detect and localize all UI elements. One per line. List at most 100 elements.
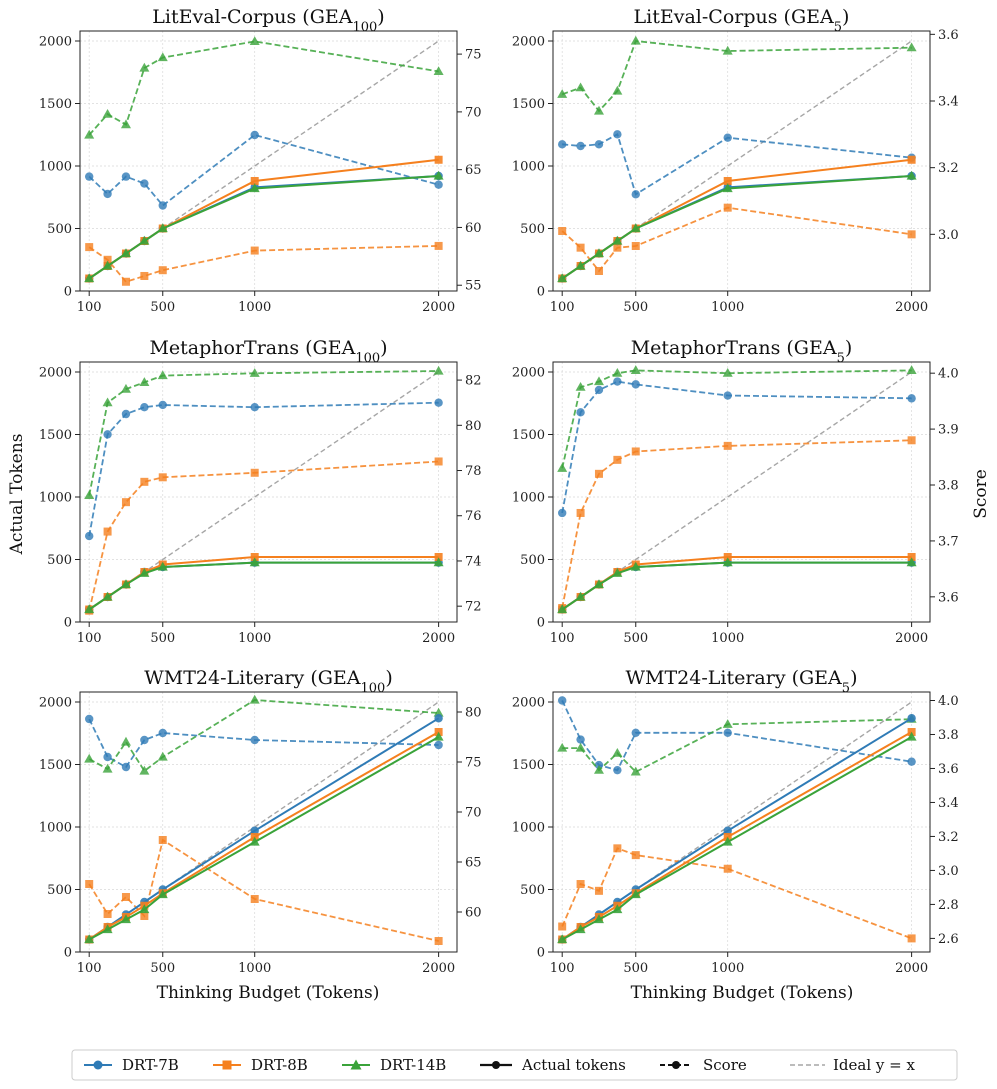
score-point	[723, 391, 732, 400]
ideal-line	[561, 701, 913, 941]
score-point	[103, 430, 112, 439]
score-line	[88, 401, 439, 537]
score-point	[433, 66, 444, 76]
actual-series-drt-7b	[557, 558, 916, 614]
score-point	[250, 468, 259, 477]
chart-title-main: WMT24-Literary (GEA	[626, 667, 843, 689]
y-tick-label-left: 1000	[39, 491, 72, 506]
actual-point	[723, 826, 732, 835]
score-line	[88, 134, 439, 207]
x-tick-label: 100	[550, 961, 575, 976]
score-point	[158, 201, 167, 210]
actual-point	[250, 177, 259, 185]
score-point	[84, 531, 94, 541]
actual-point	[723, 553, 732, 561]
x-tick-label: 1000	[238, 961, 271, 976]
score-series-drt-8b	[85, 241, 443, 286]
y-tick-label-right: 3.6	[938, 762, 959, 777]
score-point	[158, 473, 167, 482]
actual-line	[88, 175, 439, 280]
score-point	[103, 255, 112, 264]
score-point	[630, 365, 641, 374]
score-series-drt-7b	[557, 377, 916, 518]
x-tick-label: 100	[77, 300, 102, 315]
y-tick-label-left: 0	[537, 285, 545, 300]
score-point	[434, 740, 443, 750]
score-point	[575, 82, 586, 92]
score-point	[576, 880, 585, 889]
y-tick-label-right: 3.4	[938, 95, 959, 110]
score-point	[723, 441, 732, 450]
y-tick-label-right: 2.8	[938, 898, 959, 913]
actual-point	[557, 604, 568, 614]
chart-title-main: MetaphorTrans (GEA	[149, 337, 355, 359]
actual-point	[434, 553, 443, 561]
score-point	[140, 477, 149, 486]
y-tick-label-right: 3.9	[938, 423, 959, 438]
score-point	[85, 243, 94, 252]
actual-point	[157, 889, 168, 899]
y-tick-label-right: 2.6	[938, 932, 959, 947]
y-tick-label-right: 80	[465, 419, 482, 434]
score-point	[612, 747, 623, 757]
x-tick-label: 2000	[422, 961, 455, 976]
chart-panel-6: 100 500 1000 2000 0 500 1000 1500 2000 2.6 2.8 3.0 3…	[512, 667, 959, 976]
score-point	[575, 742, 586, 752]
actual-point	[575, 924, 586, 934]
actual-point	[907, 155, 916, 164]
score-point	[250, 403, 259, 412]
actual-point	[612, 568, 623, 577]
score-point	[723, 133, 732, 142]
plot-frame	[79, 30, 458, 292]
score-point	[121, 893, 130, 901]
y-tick-label-left: 2000	[512, 366, 545, 381]
actual-point	[249, 836, 260, 846]
y-tick-label-right: 3.2	[938, 830, 959, 845]
actual-point	[557, 934, 568, 944]
score-point	[140, 179, 149, 188]
actual-series-drt-14b	[557, 557, 917, 614]
score-series-drt-8b	[558, 203, 916, 275]
score-point	[250, 895, 259, 903]
actual-point	[157, 223, 168, 233]
actual-point	[249, 183, 260, 193]
y-tick-label-left: 500	[520, 883, 545, 898]
score-point	[612, 367, 623, 377]
y-tick-label-left: 0	[64, 616, 72, 631]
x-tick-label: 1000	[238, 631, 271, 646]
score-point	[121, 277, 130, 286]
y-tick-label-left: 2000	[512, 35, 545, 50]
actual-point	[120, 579, 131, 589]
y-tick-label-left: 0	[537, 616, 545, 631]
actual-point	[722, 557, 733, 567]
actual-series-drt-14b	[84, 557, 444, 614]
x-tick-label: 100	[550, 300, 575, 315]
x-tick-label: 100	[550, 631, 575, 646]
y-tick-label-left: 1500	[512, 758, 545, 773]
actual-point	[722, 836, 733, 846]
actual-point	[84, 273, 95, 283]
y-tick-label-right: 55	[465, 279, 482, 294]
score-point	[630, 766, 641, 776]
actual-point	[593, 248, 604, 258]
y-tick-label-left: 1500	[512, 428, 545, 443]
score-point	[140, 271, 149, 280]
actual-point	[906, 557, 917, 567]
y-tick-label-right: 65	[465, 163, 482, 178]
legend-label-drt-8b: DRT-8B	[251, 1056, 308, 1074]
score-point	[249, 368, 260, 377]
score-point	[102, 397, 113, 407]
chart-title: WMT24-Literary (GEA5)	[626, 667, 858, 696]
score-line	[562, 718, 912, 774]
chart-title-main: LitEval-Corpus (GEA	[634, 6, 834, 28]
legend-circle-marker-icon	[93, 1060, 103, 1070]
y-tick-label-right: 75	[465, 756, 482, 771]
score-series-drt-7b	[84, 130, 443, 210]
y-tick-label-right: 70	[465, 105, 482, 120]
actual-point	[722, 183, 733, 193]
x-tick-label: 500	[623, 300, 648, 315]
x-tick-label: 2000	[422, 300, 455, 315]
chart-title: LitEval-Corpus (GEA5)	[634, 6, 850, 35]
score-series-drt-8b	[558, 844, 916, 943]
